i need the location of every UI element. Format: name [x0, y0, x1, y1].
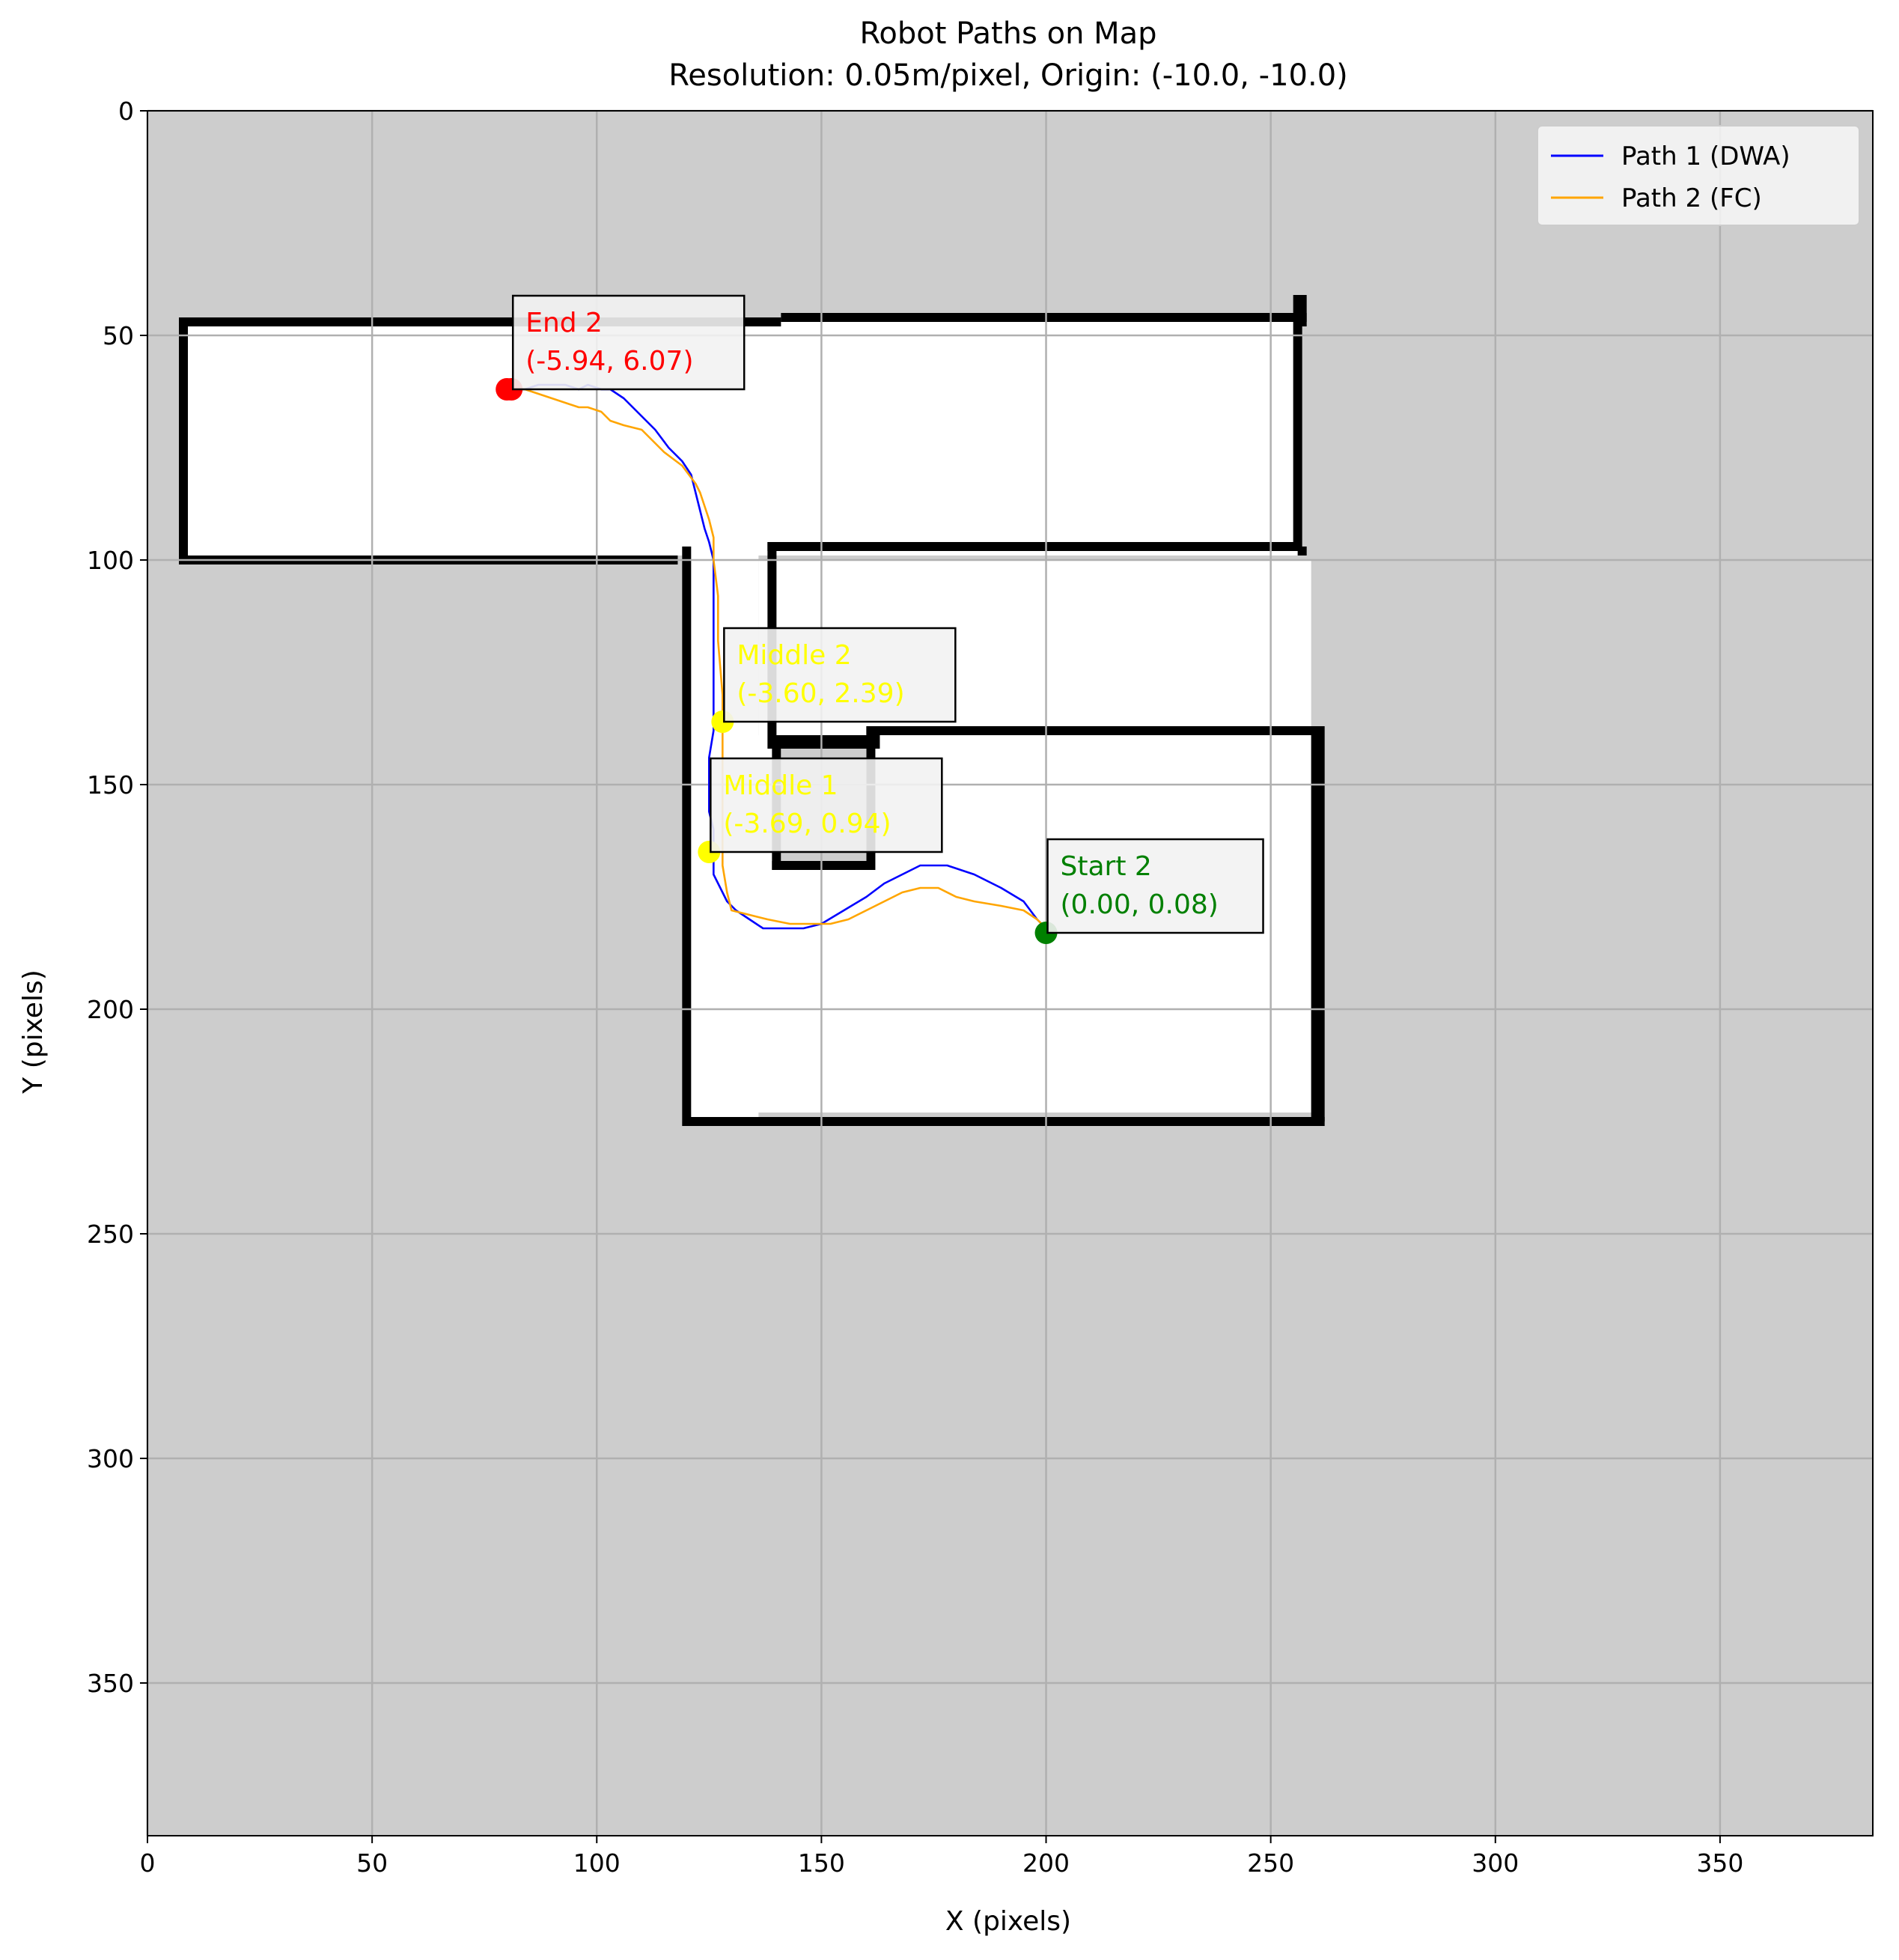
wall-segment	[767, 735, 880, 749]
annotation-coords: (-5.94, 6.07)	[525, 346, 693, 377]
chart-subtitle: Resolution: 0.05m/pixel, Origin: (-10.0,…	[668, 58, 1348, 93]
annotation-box	[1046, 838, 1264, 934]
annotation-coords: (-3.69, 0.94)	[723, 809, 891, 839]
wall-segment	[686, 1117, 1325, 1126]
x-axis-title: X (pixels)	[945, 1906, 1071, 1937]
x-tick-label: 50	[356, 1848, 388, 1878]
wall-segment	[1297, 547, 1307, 556]
annotation-coords: (-3.60, 2.39)	[737, 678, 904, 709]
annotation-label: Start 2	[1061, 851, 1152, 882]
legend: Path 1 (DWA) Path 2 (FC)	[1537, 125, 1860, 226]
y-tick-label: 350	[87, 1669, 134, 1698]
annotation-coords: (0.00, 0.08)	[1061, 889, 1219, 920]
x-tick-label: 350	[1696, 1848, 1743, 1878]
y-tick-label: 250	[87, 1220, 134, 1249]
x-tick-label: 250	[1247, 1848, 1294, 1878]
y-tick-label: 50	[103, 321, 134, 350]
wall-segment	[781, 313, 1307, 322]
legend-frame	[1537, 125, 1860, 226]
wall-segment	[1293, 295, 1302, 551]
annotation-label: End 2	[525, 308, 603, 338]
legend-entry: Path 2 (FC)	[1621, 183, 1762, 213]
wall-segment	[866, 726, 1320, 735]
annotation-label: Middle 2	[737, 640, 851, 671]
annotation-box	[723, 627, 957, 723]
x-tick-label: 200	[1022, 1848, 1070, 1878]
y-axis-ticks: 0 50 100 150 200 250 300 350	[87, 97, 147, 1698]
series-line-2	[507, 388, 1047, 929]
x-axis-ticks: 0 50 100 150 200 250 300 350	[140, 1836, 1743, 1878]
y-tick-label: 0	[118, 97, 134, 126]
plot-area: Start 2 (0.00, 0.08) End 2 (-5.94, 6.07) Mid…	[146, 109, 1874, 1836]
y-axis-title: Y (pixels)	[18, 970, 49, 1094]
annotation: Start 2 (0.00, 0.08)	[1046, 838, 1264, 934]
annotation: Middle 1 (-3.69, 0.94)	[710, 757, 943, 853]
wall-segment	[767, 542, 1298, 551]
annotation-box	[710, 757, 943, 853]
x-tick-label: 150	[798, 1848, 845, 1878]
annotation-box	[511, 294, 746, 391]
x-tick-label: 0	[140, 1848, 156, 1878]
annotation: Middle 2 (-3.60, 2.39)	[723, 627, 957, 723]
y-tick-label: 150	[87, 770, 134, 800]
wall-segment	[179, 317, 189, 564]
annotations: Start 2 (0.00, 0.08) End 2 (-5.94, 6.07) Mid…	[511, 294, 1264, 934]
x-tick-label: 100	[573, 1848, 621, 1878]
plot-frame	[147, 110, 1874, 1836]
annotation-label: Middle 1	[723, 770, 838, 801]
x-tick-label: 300	[1472, 1848, 1519, 1878]
legend-entry: Path 1 (DWA)	[1621, 141, 1790, 171]
chart-title: Robot Paths on Map	[859, 16, 1156, 51]
y-tick-label: 300	[87, 1444, 134, 1473]
wall-segment	[682, 547, 692, 1126]
wall-segment	[1311, 726, 1325, 1121]
annotation: End 2 (-5.94, 6.07)	[511, 294, 746, 391]
y-tick-label: 100	[87, 546, 134, 575]
y-tick-label: 200	[87, 995, 134, 1024]
